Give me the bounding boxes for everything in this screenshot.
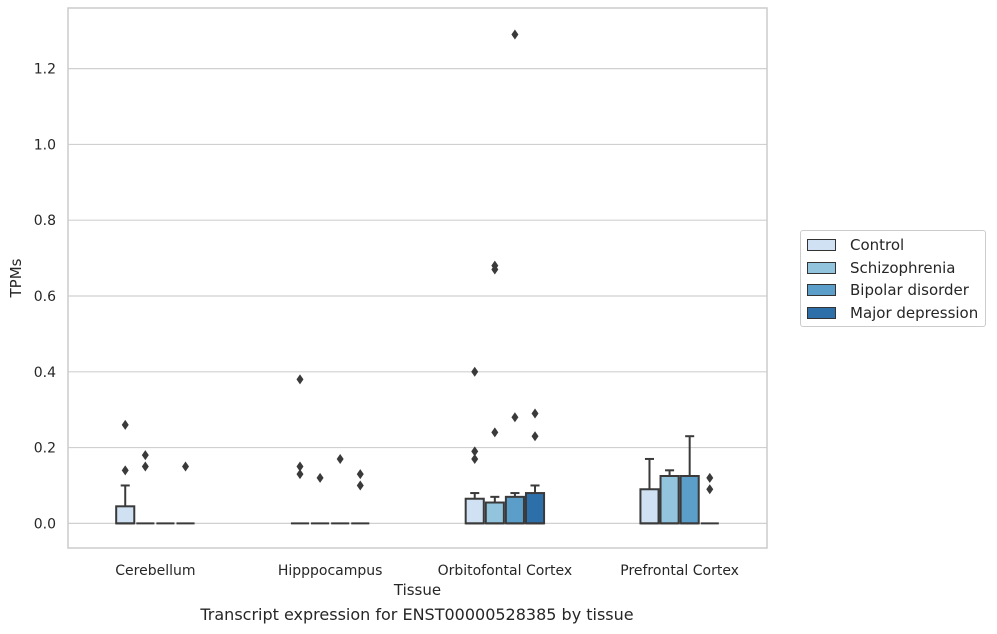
outlier-point — [531, 408, 539, 419]
x-axis-label: Tissue — [393, 581, 441, 599]
legend-swatch — [807, 306, 836, 319]
outlier-point — [296, 374, 304, 385]
box-group — [290, 374, 310, 525]
box-plots — [115, 29, 719, 525]
box-body — [464, 497, 485, 525]
x-tick-label: Prefrontal Cortex — [620, 563, 739, 579]
box-group — [700, 472, 719, 525]
legend-label: Schizophrenia — [850, 258, 956, 277]
box-body — [679, 475, 700, 525]
gridlines — [68, 68, 767, 524]
box-body — [524, 492, 546, 525]
box-group — [136, 450, 155, 525]
box-body — [504, 495, 525, 525]
outlier-point — [471, 446, 479, 457]
legend-item: Bipolar disorder — [801, 279, 985, 302]
outlier-point — [491, 427, 499, 438]
outlier-point — [121, 419, 129, 430]
outlier-point — [356, 480, 364, 491]
box-group — [504, 29, 525, 525]
legend-item: Schizophrenia — [801, 257, 985, 280]
box-group — [524, 408, 546, 525]
box-group — [331, 453, 350, 525]
outlier-point — [121, 465, 129, 476]
outlier-point — [471, 366, 479, 377]
y-tick-label: 0.4 — [34, 365, 56, 381]
box-body — [639, 488, 660, 525]
outlier-point — [296, 469, 304, 480]
y-tick-labels: 0.0 0.2 0.4 0.6 0.8 1.0 1.2 — [34, 62, 56, 533]
x-tick-label: Orbitofontal Cortex — [438, 563, 573, 579]
legend-swatch — [807, 261, 836, 274]
outlier-point — [141, 461, 149, 472]
x-tick-label: Hipppocampus — [278, 563, 383, 579]
outlier-point — [491, 264, 499, 275]
box-group — [115, 419, 136, 525]
x-tick-labels: Cerebellum Hipppocampus Orbitofontal Corte… — [115, 563, 739, 579]
outlier-point — [316, 472, 324, 483]
box-group — [639, 457, 660, 525]
legend-item: Major depression — [801, 302, 985, 325]
box-group — [176, 461, 195, 525]
y-tick-label: 0.0 — [34, 516, 56, 532]
legend: Control Schizophrenia Bipolar disorder Majo… — [800, 230, 986, 327]
outlier-point — [706, 472, 714, 483]
outlier-point — [531, 431, 539, 442]
legend-swatch — [807, 284, 836, 297]
outlier-point — [471, 453, 479, 464]
legend-label: Control — [850, 236, 905, 255]
chart-caption: Transcript expression for ENST0000052838… — [200, 605, 634, 624]
box-group — [311, 472, 330, 525]
box-group — [679, 435, 700, 525]
y-tick-label: 1.0 — [34, 137, 56, 153]
legend-item: Control — [801, 234, 985, 257]
legend-swatch — [807, 239, 836, 252]
box-body — [484, 501, 505, 525]
outlier-point — [182, 461, 190, 472]
box-group — [484, 260, 505, 525]
y-tick-label: 1.2 — [34, 62, 56, 78]
outlier-point — [356, 469, 364, 480]
y-tick-label: 0.2 — [34, 441, 56, 457]
outlier-point — [511, 29, 519, 40]
x-tick-label: Cerebellum — [115, 563, 195, 579]
outlier-point — [141, 450, 149, 461]
plot-frame — [67, 7, 768, 549]
outlier-point — [511, 412, 519, 423]
outlier-point — [706, 484, 714, 495]
box-group — [464, 366, 485, 525]
y-tick-label: 0.6 — [34, 289, 56, 305]
legend-label: Bipolar disorder — [850, 281, 969, 300]
outlier-point — [336, 453, 344, 464]
legend-label: Major depression — [850, 303, 979, 322]
outlier-point — [296, 461, 304, 472]
y-tick-label: 0.8 — [34, 213, 56, 229]
box-group — [351, 469, 370, 525]
box-group — [659, 469, 680, 525]
box-body — [659, 475, 680, 525]
y-axis-label: TPMs — [7, 258, 25, 298]
box-body — [115, 505, 136, 525]
